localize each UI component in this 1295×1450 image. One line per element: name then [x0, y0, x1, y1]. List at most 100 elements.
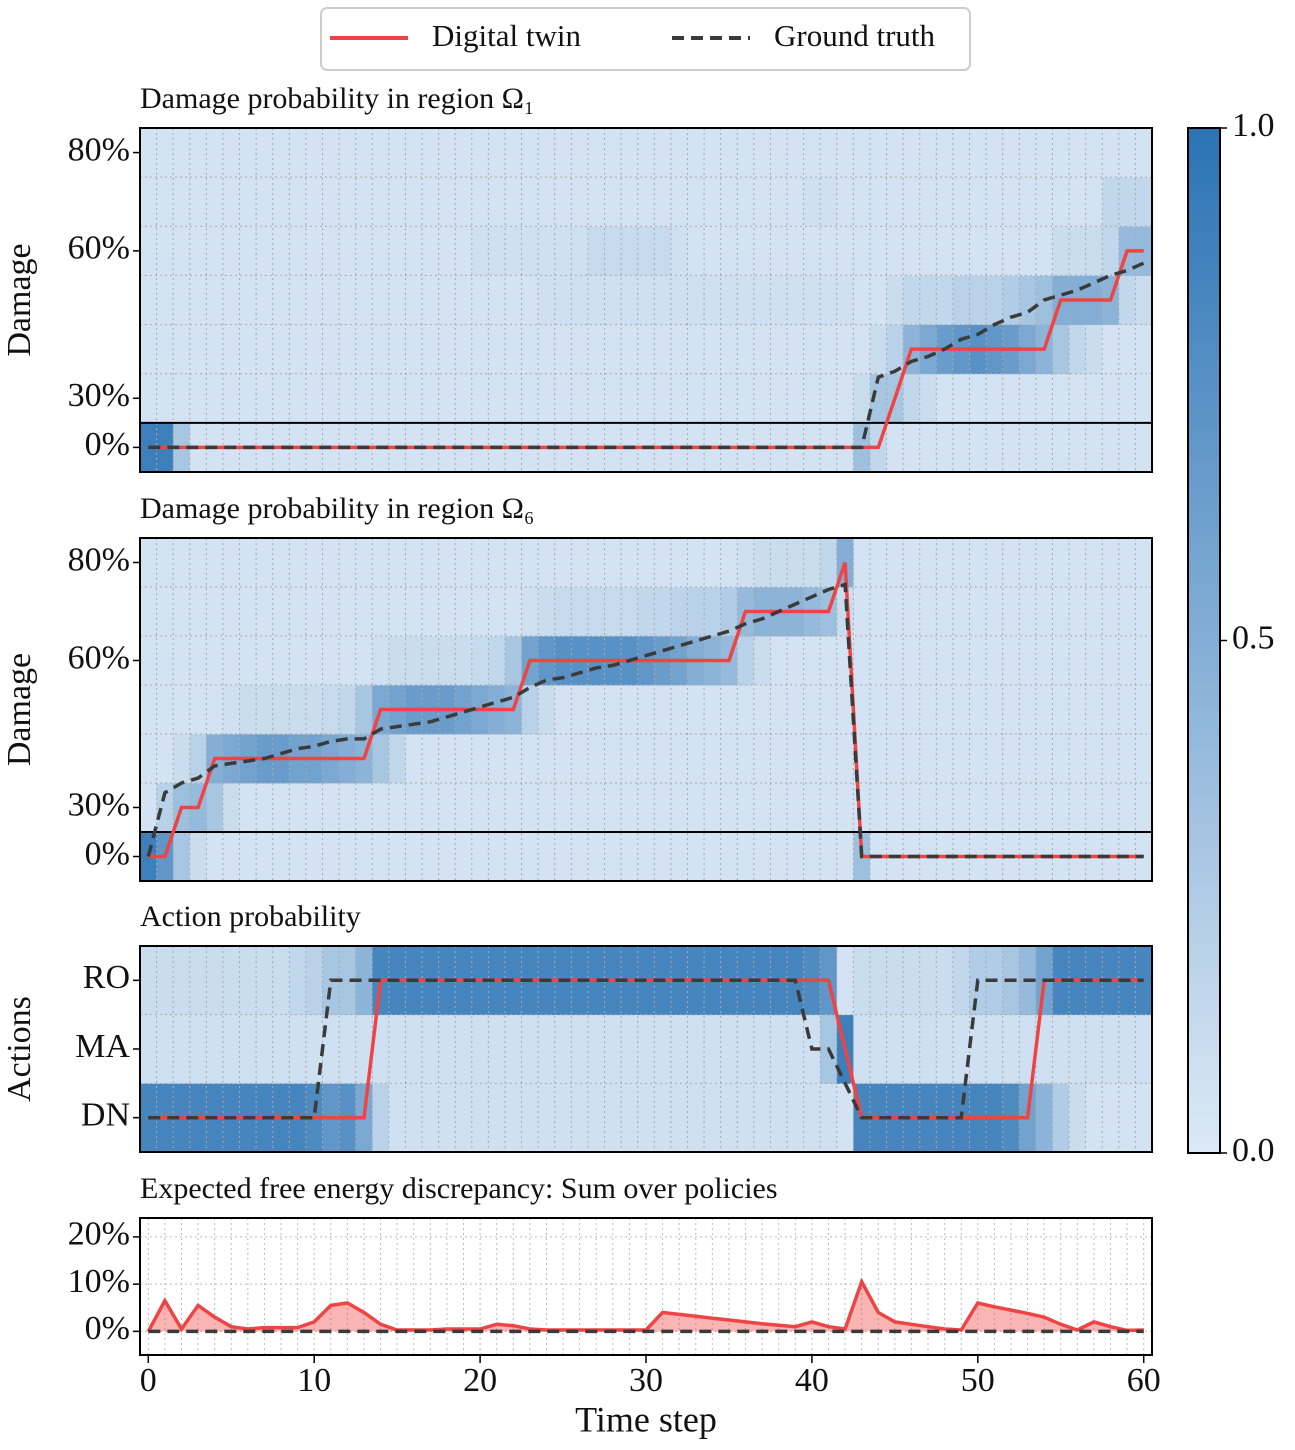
heatmap-cell	[438, 1014, 456, 1084]
heatmap-cell	[704, 128, 722, 178]
heatmap-cell	[621, 324, 639, 375]
heatmap-cell	[504, 177, 522, 227]
heatmap-cell	[1135, 373, 1153, 424]
heatmap-cell	[488, 636, 506, 686]
heatmap-cell	[1085, 226, 1103, 276]
heatmap-cell	[770, 734, 788, 784]
heatmap-cell	[140, 587, 157, 637]
heatmap-cell	[704, 538, 722, 588]
heatmap-cell	[936, 128, 954, 178]
heatmap-cell	[952, 373, 970, 424]
heatmap-cell	[239, 324, 257, 375]
heatmap-cell	[853, 636, 871, 686]
heatmap-cell	[670, 275, 688, 325]
heatmap-cell	[1102, 1014, 1120, 1084]
heatmap-cell	[140, 946, 157, 1016]
heatmap-cell	[621, 177, 639, 227]
heatmap-cell	[969, 226, 987, 276]
heatmap-cell	[787, 1083, 805, 1153]
heatmap-cell	[504, 128, 522, 178]
heatmap-cell	[737, 734, 755, 784]
heatmap-cell	[504, 538, 522, 588]
heatmap-cell	[206, 685, 224, 735]
heatmap-cell	[770, 538, 788, 588]
heatmap-cell	[488, 587, 506, 637]
heatmap-cell	[455, 1083, 473, 1153]
heatmap-cell	[969, 275, 987, 325]
heatmap-cell	[787, 538, 805, 588]
heatmap-cell	[339, 636, 357, 686]
heatmap-cell	[239, 587, 257, 637]
heatmap-cell	[305, 636, 323, 686]
heatmap-cell	[1052, 373, 1070, 424]
heatmap-cell	[604, 226, 622, 276]
heatmap-cell	[1085, 1014, 1103, 1084]
heatmap-cell	[770, 636, 788, 686]
heatmap-cell	[787, 226, 805, 276]
heatmap-cell	[604, 587, 622, 637]
heatmap-cell	[140, 538, 157, 588]
heatmap-cell	[1135, 587, 1153, 637]
heatmap-cell	[919, 275, 937, 325]
heatmap-cell	[355, 832, 373, 882]
heatmap-cell	[222, 946, 240, 1016]
heatmap-cell	[903, 685, 921, 735]
heatmap-cell	[488, 324, 506, 375]
heatmap-cell	[189, 832, 207, 882]
heatmap-cell	[886, 1014, 904, 1084]
heatmap-cell	[538, 685, 556, 735]
heatmap-cell	[521, 373, 539, 424]
heatmap-cell	[820, 783, 838, 833]
heatmap-cell	[488, 128, 506, 178]
heatmap-cell	[322, 538, 340, 588]
heatmap-cell	[704, 177, 722, 227]
heatmap-cell	[305, 226, 323, 276]
heatmap-cell	[753, 226, 771, 276]
heatmap-cell	[438, 734, 456, 784]
heatmap-cell	[787, 275, 805, 325]
heatmap-cell	[587, 1014, 605, 1084]
heatmap-cell	[455, 587, 473, 637]
heatmap-cell	[140, 226, 157, 276]
heatmap-cell	[853, 373, 871, 424]
y-tick-label: 10%	[68, 1263, 130, 1300]
heatmap-cell	[753, 783, 771, 833]
heatmap-cell	[1035, 1083, 1053, 1153]
heatmap-cell	[670, 324, 688, 375]
heatmap-cell	[869, 275, 887, 325]
heatmap-cell	[836, 783, 854, 833]
heatmap-cell	[554, 1014, 572, 1084]
heatmap-cell	[538, 1083, 556, 1153]
heatmap-cell	[687, 538, 705, 588]
heatmap-cell	[936, 685, 954, 735]
heatmap-cell	[504, 636, 522, 686]
heatmap-cell	[189, 636, 207, 686]
heatmap-cell	[189, 177, 207, 227]
heatmap-cell	[305, 128, 323, 178]
heatmap-cell	[206, 177, 224, 227]
heatmap-cell	[903, 177, 921, 227]
heatmap-cell	[1002, 685, 1020, 735]
heatmap-cell	[1102, 422, 1120, 473]
heatmap-cell	[173, 538, 191, 588]
heatmap-cell	[471, 324, 489, 375]
heatmap-cell	[1118, 636, 1136, 686]
heatmap-cell	[289, 324, 307, 375]
heatmap-cell	[720, 538, 738, 588]
heatmap-cell	[422, 128, 440, 178]
heatmap-cell	[1019, 685, 1037, 735]
heatmap-cell	[521, 783, 539, 833]
heatmap-cell	[1118, 783, 1136, 833]
heatmap-cell	[853, 324, 871, 375]
heatmap-cell	[189, 324, 207, 375]
heatmap-cell	[1035, 587, 1053, 637]
heatmap-cell	[820, 538, 838, 588]
heatmap-cell	[886, 422, 904, 473]
heatmap-cell	[140, 783, 157, 833]
heatmap-cell	[438, 538, 456, 588]
heatmap-cell	[156, 685, 174, 735]
heatmap-cell	[1002, 636, 1020, 686]
heatmap-cell	[753, 324, 771, 375]
heatmap-cell	[272, 177, 290, 227]
y-tick-label: 60%	[68, 639, 130, 676]
